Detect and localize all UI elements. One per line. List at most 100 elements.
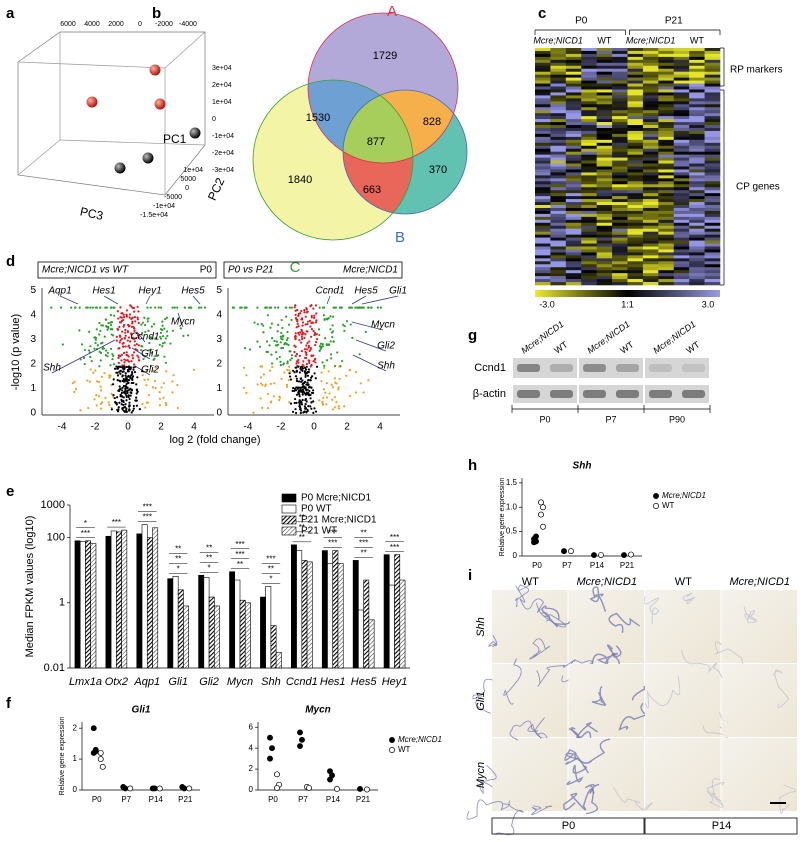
heatmap-cell <box>596 136 613 141</box>
volcano-point <box>289 370 292 374</box>
heatmap-cell <box>627 136 644 141</box>
volcano-point <box>130 325 134 328</box>
heatmap-cell <box>565 205 582 209</box>
heatmap-cell <box>642 74 659 78</box>
volcano-point <box>314 361 317 364</box>
volcano-point <box>61 343 64 346</box>
gene-label: Mycn <box>371 320 395 331</box>
volcano-point <box>128 397 131 401</box>
heatmap-cell <box>658 199 675 203</box>
heatmap-cell <box>704 279 721 283</box>
gene-pointer <box>134 365 151 376</box>
volcano-point <box>93 347 96 350</box>
significance-label: ** <box>237 560 243 569</box>
heatmap-cell <box>535 151 551 155</box>
significance-label: *** <box>81 529 90 538</box>
volcano-point <box>266 392 269 396</box>
heatmap-cell <box>658 276 675 280</box>
volcano-point <box>125 315 128 318</box>
heatmap-cell <box>627 282 644 286</box>
volcano-point <box>122 351 126 354</box>
volcano-point <box>123 361 126 364</box>
volcano-point <box>86 306 89 309</box>
heatmap-cell <box>565 110 582 114</box>
heatmap-cell <box>550 219 567 224</box>
heatmap-cell <box>565 65 582 70</box>
volcano-point <box>300 390 303 393</box>
volcano-point <box>376 306 379 309</box>
heatmap-cell <box>565 231 582 235</box>
x-tick-label: Otx2 <box>105 676 128 688</box>
volcano-point <box>159 337 163 340</box>
volcano-point <box>359 382 362 385</box>
heatmap-cell <box>565 219 582 224</box>
volcano-point <box>78 306 81 309</box>
bar <box>203 577 210 669</box>
volcano-point <box>298 403 301 407</box>
heatmap-cell <box>596 110 613 114</box>
volcano-point <box>163 327 166 330</box>
heatmap-cell <box>642 122 659 126</box>
volcano-point <box>124 328 127 331</box>
point <box>533 533 539 540</box>
heatmap-cell <box>673 231 690 235</box>
heatmap-cell <box>565 74 582 78</box>
heatmap-cell <box>535 279 551 283</box>
ish-image <box>645 664 721 737</box>
volcano-point <box>299 367 302 370</box>
volcano-point <box>331 336 334 339</box>
volcano-point <box>79 409 82 412</box>
volcano-point <box>279 360 282 363</box>
heatmap-cell <box>565 172 582 176</box>
gene-pointer <box>131 347 151 360</box>
heatmap-cell <box>689 160 705 164</box>
heatmap-cell <box>581 252 597 256</box>
heatmap-cell <box>565 273 582 277</box>
volcano-point <box>138 359 141 362</box>
volcano-point <box>176 306 179 309</box>
heatmap-cell <box>612 71 628 75</box>
volcano-point <box>362 391 365 394</box>
heatmap-cell <box>627 80 644 84</box>
volcano-title: P0 vs P21 <box>228 265 274 276</box>
heatmap-cell <box>658 59 675 64</box>
heatmap-cell <box>581 240 597 244</box>
heatmap-cell <box>627 71 644 75</box>
volcano-point <box>147 329 150 332</box>
heatmap-cell <box>581 279 597 283</box>
heatmap-cell <box>642 113 659 117</box>
volcano-point <box>131 378 134 382</box>
heatmap-cell <box>704 276 721 280</box>
heatmap-cell <box>612 154 628 158</box>
volcano-point <box>297 314 300 317</box>
volcano-point <box>161 320 164 323</box>
heatmap-cell <box>704 163 721 167</box>
heatmap-cell <box>689 210 705 215</box>
volcano-point <box>303 348 306 351</box>
heatmap-cell <box>689 56 705 61</box>
heatmap-cell <box>612 125 628 129</box>
heatmap-cell <box>642 207 659 212</box>
volcano-point <box>282 334 285 337</box>
heatmap-cell <box>581 160 597 164</box>
heatmap-cell <box>673 77 690 81</box>
heatmap-cell <box>627 258 644 262</box>
blot-timepoint: P7 <box>605 414 616 424</box>
heatmap-cell <box>658 237 675 241</box>
heatmap-cell <box>704 145 721 150</box>
significance-label: *** <box>328 529 337 538</box>
heatmap-cell <box>704 193 721 197</box>
pca-axis-label: PC2 <box>205 175 228 202</box>
volcano-point <box>110 333 113 336</box>
heatmap-cell <box>581 133 597 138</box>
heatmap-cell <box>673 86 690 90</box>
heatmap-cell <box>704 92 721 96</box>
heatmap-cell <box>535 133 551 138</box>
heatmap-cell <box>581 125 597 129</box>
heatmap-cell <box>627 119 644 123</box>
heatmap-cell <box>642 127 659 132</box>
heatmap-cell <box>658 196 675 200</box>
heatmap-cell <box>689 184 705 188</box>
volcano-point <box>88 330 91 333</box>
ish-image <box>721 664 797 737</box>
